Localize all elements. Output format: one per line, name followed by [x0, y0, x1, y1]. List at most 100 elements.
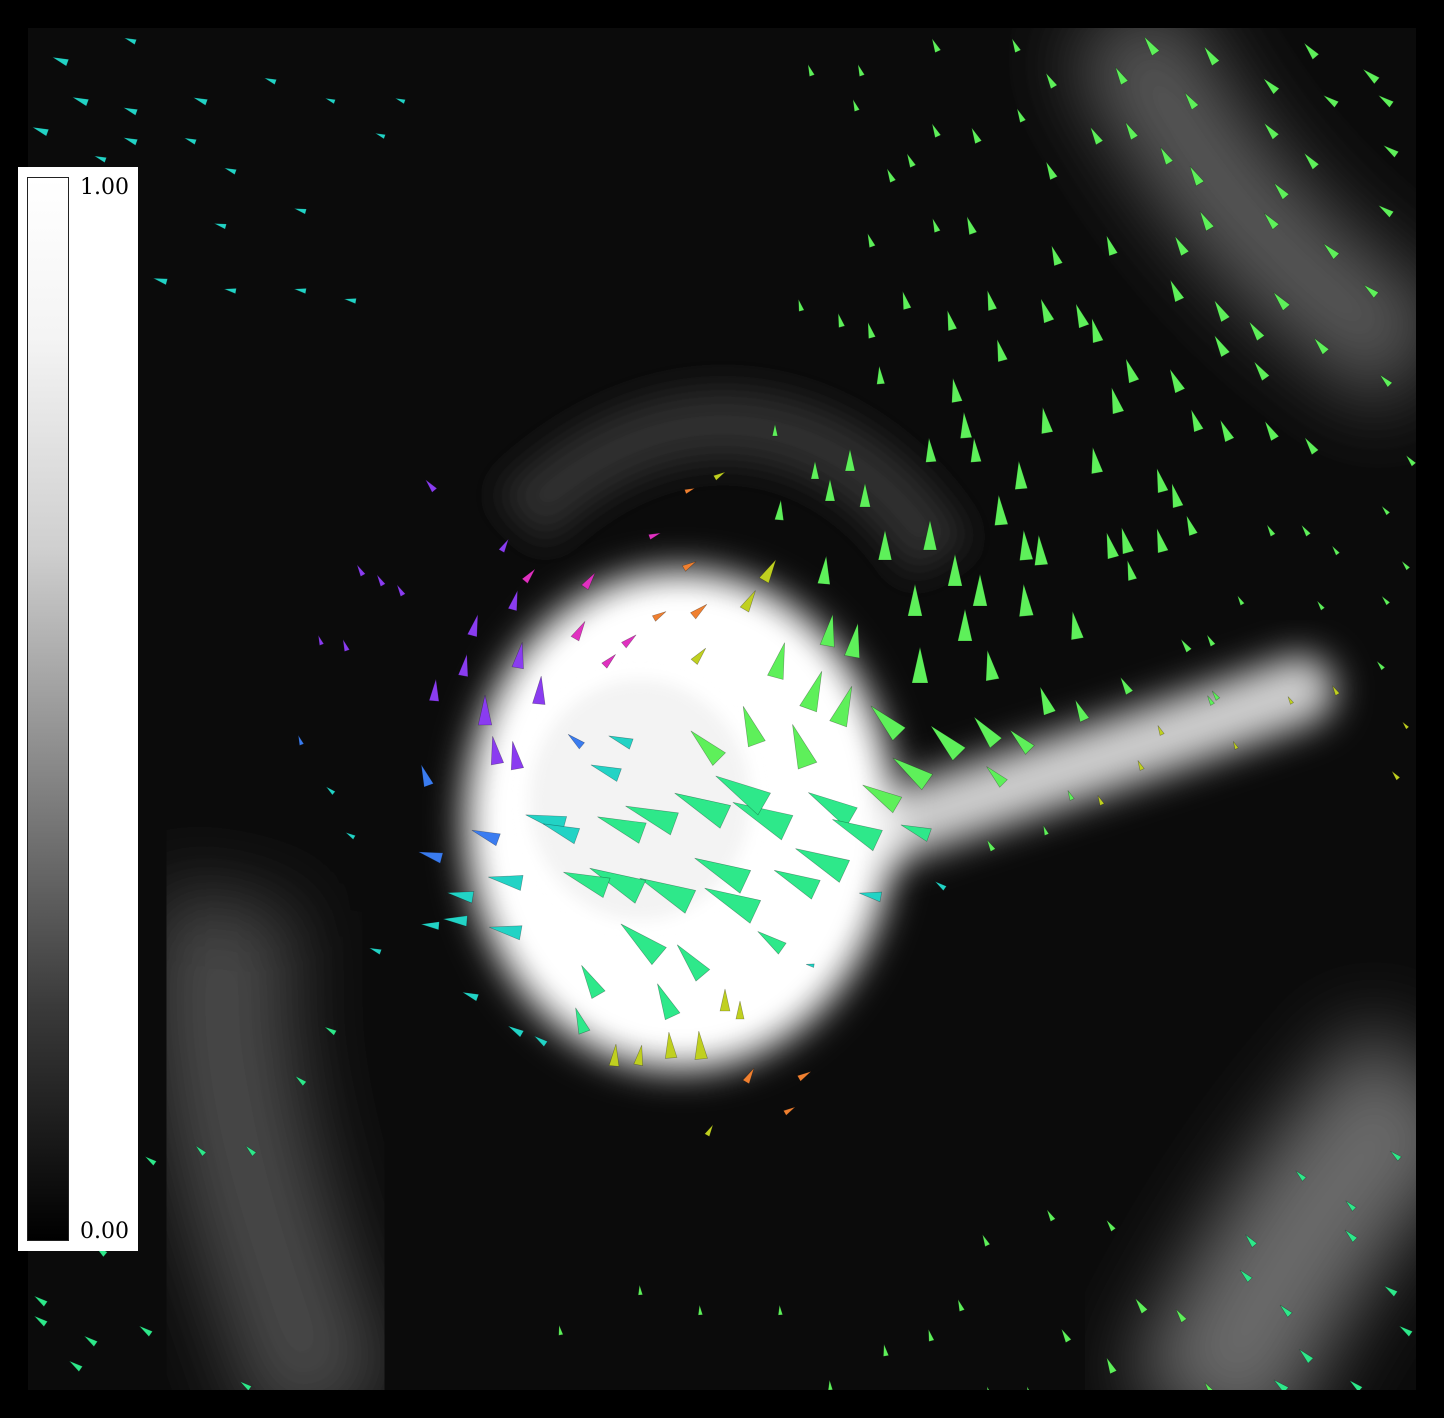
vector-arrow-glyph — [932, 218, 941, 234]
vector-arrow-glyph — [817, 555, 831, 585]
colorbar-legend: 1.00 0.00 — [18, 167, 138, 1251]
vector-arrow-glyph — [239, 1381, 252, 1390]
vector-arrow-glyph — [799, 671, 823, 713]
vector-arrow-glyph — [1379, 374, 1393, 388]
vector-arrow-glyph — [1323, 95, 1340, 109]
vector-arrow-glyph — [325, 786, 336, 796]
vector-arrow-glyph — [732, 802, 794, 841]
vector-arrow-glyph — [581, 965, 606, 999]
vector-arrow-glyph — [930, 725, 966, 761]
vector-arrow-glyph — [1295, 1170, 1307, 1182]
vector-arrow-glyph — [471, 829, 501, 847]
vector-arrow-glyph — [214, 223, 227, 230]
vector-arrow-glyph — [1220, 419, 1235, 443]
vector-arrow-glyph — [859, 891, 883, 903]
vector-arrow-glyph — [1204, 1382, 1214, 1390]
vector-arrow-glyph — [1263, 212, 1280, 230]
vector-arrow-glyph — [1190, 409, 1204, 433]
vector-arrow-glyph — [886, 168, 897, 184]
vector-arrow-glyph — [837, 313, 846, 328]
vector-arrow-glyph — [1091, 318, 1104, 344]
vector-glyphs — [32, 36, 1416, 1390]
vector-arrow-glyph — [342, 639, 351, 652]
vector-arrow-glyph — [986, 766, 1008, 788]
vector-arrow-glyph — [581, 572, 596, 591]
vector-arrow-glyph — [1045, 72, 1058, 90]
vector-arrow-glyph — [1157, 725, 1165, 736]
vector-arrow-glyph — [986, 839, 996, 852]
vector-arrow-glyph — [1376, 660, 1386, 671]
vector-arrow-glyph — [1344, 1229, 1358, 1243]
vector-arrow-glyph — [795, 848, 851, 883]
vector-arrow-glyph — [857, 64, 866, 77]
vector-arrow-glyph — [69, 1360, 84, 1373]
vector-arrow-glyph — [1245, 1234, 1258, 1248]
vector-arrow-glyph — [810, 460, 820, 480]
vector-arrow-glyph — [621, 634, 637, 649]
vector-arrow-glyph — [1273, 292, 1291, 312]
vector-arrow-glyph — [1070, 611, 1085, 641]
vector-arrow-glyph — [684, 487, 695, 495]
vector-arrow-glyph — [771, 423, 779, 437]
vector-arrow-glyph — [1316, 600, 1326, 611]
vector-arrow-glyph — [507, 1025, 525, 1038]
vector-arrow-glyph — [1248, 321, 1265, 342]
vector-arrow-glyph — [507, 590, 518, 612]
vector-arrow-glyph — [1263, 78, 1280, 95]
vector-arrow-glyph — [1378, 95, 1395, 109]
vector-arrow-glyph — [877, 529, 893, 561]
vector-arrow-glyph — [1266, 524, 1276, 537]
vector-arrow-glyph — [608, 1043, 620, 1067]
vector-arrow-glyph — [245, 1145, 257, 1157]
vector-arrow-glyph — [1106, 1357, 1118, 1375]
vector-arrow-glyph — [1184, 92, 1199, 111]
vector-arrow-glyph — [498, 538, 509, 554]
vector-arrow-glyph — [1323, 243, 1340, 260]
vector-arrow-glyph — [1345, 1200, 1357, 1212]
vector-arrow-glyph — [294, 208, 307, 215]
vector-arrow-glyph — [704, 887, 762, 924]
colorbar-gradient — [27, 177, 69, 1241]
vector-arrow-glyph — [676, 944, 711, 982]
vector-arrow-glyph — [442, 915, 468, 927]
vector-arrow-glyph — [792, 724, 818, 770]
vector-arrow-glyph — [1332, 685, 1340, 696]
vector-arrow-glyph — [1016, 108, 1027, 124]
vector-arrow-glyph — [808, 792, 858, 828]
vector-arrow-glyph — [986, 1386, 990, 1390]
vector-arrow-glyph — [1120, 677, 1134, 696]
vector-arrow-glyph — [639, 877, 697, 914]
vector-arrow-glyph — [1211, 690, 1221, 701]
vector-arrow-glyph — [563, 871, 611, 899]
vector-arrow-glyph — [1106, 235, 1119, 257]
vector-arrow-glyph — [690, 603, 708, 620]
vector-arrow-glyph — [511, 642, 524, 670]
vector-arrow-glyph — [34, 1295, 49, 1308]
vector-arrow-glyph — [369, 947, 382, 956]
vector-arrow-glyph — [1186, 515, 1199, 537]
vector-arrow-glyph — [798, 299, 805, 312]
vector-arrow-glyph — [1349, 1380, 1363, 1390]
vector-arrow-glyph — [1362, 68, 1380, 85]
vector-arrow-glyph — [34, 1315, 49, 1328]
vector-arrow-glyph — [876, 365, 886, 385]
vector-arrow-glyph — [970, 437, 982, 463]
vector-arrow-glyph — [376, 574, 386, 587]
vector-arrow-glyph — [418, 851, 444, 864]
vector-arrow-glyph — [1061, 1328, 1072, 1344]
vector-arrow-glyph — [1026, 1386, 1030, 1390]
vector-arrow-glyph — [807, 64, 816, 77]
vector-arrow-glyph — [575, 1007, 591, 1035]
vector-arrow-glyph — [297, 735, 305, 746]
vector-arrow-glyph — [1127, 560, 1138, 582]
vector-arrow-glyph — [490, 736, 505, 766]
vector-arrow-glyph — [72, 96, 90, 107]
vector-arrow-glyph — [1175, 1309, 1188, 1324]
vector-arrow-glyph — [690, 730, 726, 766]
vector-arrow-glyph — [1125, 122, 1139, 141]
vector-arrow-glyph — [1039, 686, 1057, 716]
vector-arrow-glyph — [462, 991, 480, 1002]
vector-arrow-glyph — [153, 277, 168, 286]
vector-arrow-glyph — [477, 694, 493, 726]
vector-arrow-glyph — [697, 1304, 704, 1316]
